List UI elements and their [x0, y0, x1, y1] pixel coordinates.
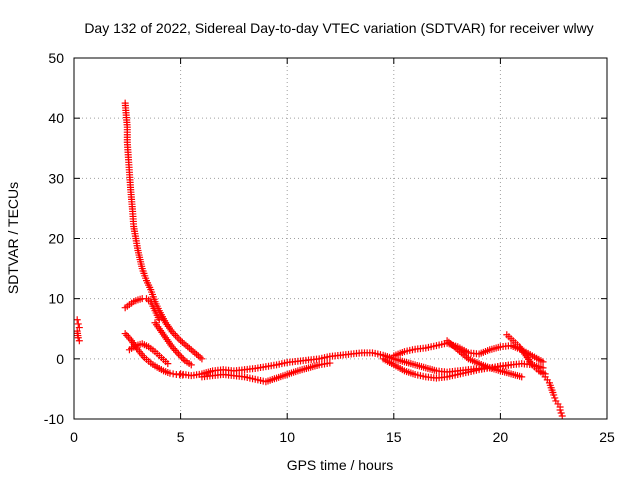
data-point-fill: [551, 394, 559, 402]
data-point: [73, 316, 81, 324]
y-tick-label: -10: [44, 411, 64, 427]
x-tick-label: 0: [70, 429, 78, 445]
chart-title: Day 132 of 2022, Sidereal Day-to-day VTE…: [84, 20, 593, 36]
data-point: [326, 359, 334, 367]
data-point-fill: [179, 355, 187, 363]
data-point: [166, 369, 174, 377]
x-tick-label: 25: [599, 429, 615, 445]
data-point-fill: [169, 370, 177, 378]
data-point-fill: [173, 333, 181, 341]
plot-frame: [73, 57, 608, 420]
data-point: [75, 324, 83, 332]
y-tick-label: 50: [48, 50, 64, 66]
y-tick-label: 0: [56, 351, 64, 367]
data-point-fill: [171, 346, 179, 354]
data-point-fill: [175, 335, 183, 343]
data-point-fill: [124, 333, 132, 341]
data-point-fill: [176, 352, 184, 360]
y-tick-label: 10: [48, 291, 64, 307]
data-point-fill: [178, 353, 186, 361]
y-axis-label: SDTVAR / TECUs: [5, 182, 21, 294]
y-tick-label: 20: [48, 231, 64, 247]
data-point: [518, 373, 526, 381]
data-point: [556, 406, 564, 414]
data-point: [550, 391, 558, 399]
data-points: [73, 99, 566, 420]
data-point: [74, 334, 82, 342]
data-point-fill: [171, 331, 179, 339]
data-point-fill: [123, 331, 131, 339]
data-point: [558, 412, 566, 420]
data-point: [557, 409, 565, 417]
grid-lines: [74, 58, 607, 419]
data-point: [155, 316, 163, 324]
y-tick-label: 30: [48, 170, 64, 186]
data-point: [74, 320, 82, 328]
data-point-fill: [173, 348, 181, 356]
data-point: [507, 361, 515, 369]
data-point: [198, 355, 206, 363]
data-point: [174, 350, 182, 358]
x-tick-label: 20: [493, 429, 509, 445]
x-tick-label: 10: [279, 429, 295, 445]
data-point: [164, 360, 172, 368]
x-tick-label: 15: [386, 429, 402, 445]
tick-labels: 0 5 10 15 20 25 -10 0 10 20 30 40 50: [44, 50, 615, 445]
y-tick-label: 40: [48, 110, 64, 126]
data-point: [75, 337, 83, 345]
data-point: [539, 358, 547, 366]
data-point: [121, 330, 129, 338]
data-point: [187, 361, 195, 369]
x-axis-label: GPS time / hours: [287, 457, 394, 473]
x-tick-label: 5: [177, 429, 185, 445]
